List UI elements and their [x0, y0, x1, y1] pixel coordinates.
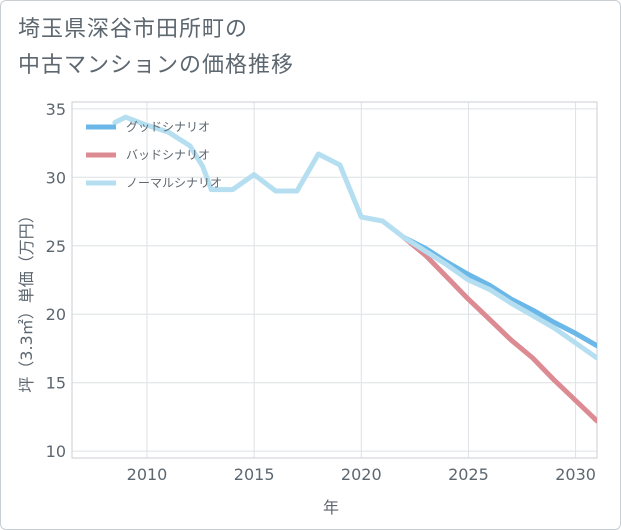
y-tick-label: 10: [46, 442, 66, 461]
chart-title-line1: 埼玉県深谷市田所町の: [18, 17, 249, 42]
x-tick-label: 2010: [127, 465, 168, 484]
chart-title: 埼玉県深谷市田所町の 中古マンションの価格推移: [18, 12, 294, 84]
y-tick-label: 15: [46, 374, 66, 393]
legend-label: バッドシナリオ: [126, 148, 210, 162]
plot-area-border: [71, 101, 598, 459]
y-tick-label: 20: [46, 305, 66, 324]
legend-label: グッドシナリオ: [126, 120, 210, 134]
y-tick-label: 35: [46, 100, 66, 119]
chart-title-line2: 中古マンションの価格推移: [18, 53, 295, 78]
x-tick-label: 2015: [234, 465, 275, 484]
legend-label: ノーマルシナリオ: [126, 176, 222, 190]
series-line-1: [401, 235, 597, 424]
y-axis-title: 坪（3.3㎡）単価（万円）: [17, 207, 36, 392]
x-tick-label: 2020: [341, 465, 382, 484]
series-line-2: [112, 114, 597, 361]
x-tick-label: 2025: [448, 465, 489, 484]
x-axis-title: 年: [323, 498, 339, 517]
x-tick-label: 2030: [555, 465, 596, 484]
series-group: [112, 114, 597, 424]
y-tick-label: 25: [46, 237, 66, 256]
y-tick-label: 30: [46, 168, 66, 187]
